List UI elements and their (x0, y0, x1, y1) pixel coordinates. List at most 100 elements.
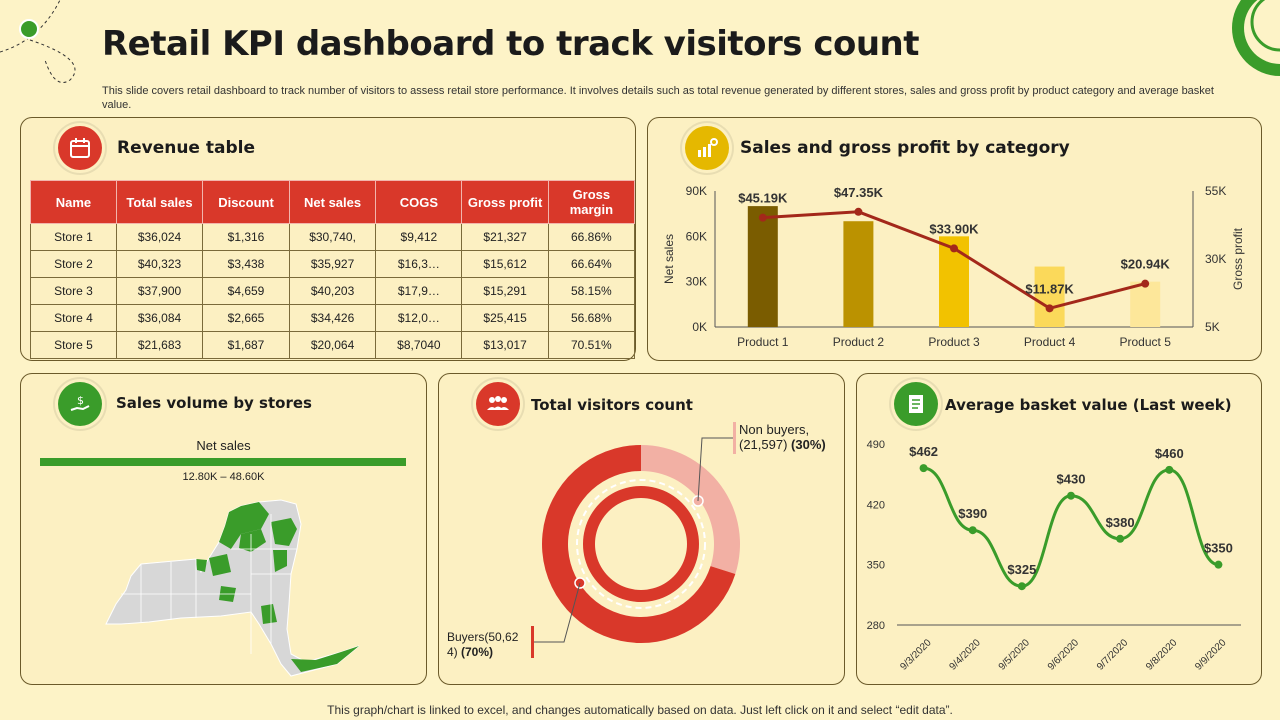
table-cell: $4,659 (202, 277, 290, 305)
basket-point (1165, 465, 1174, 474)
table-cell: $15,612 (461, 250, 549, 278)
table-header: Total sales (115, 180, 204, 224)
y-tick-label: 30K (686, 275, 707, 289)
table-cell: $35,927 (288, 250, 377, 278)
sales-volume-panel: $ Sales volume by stores Net sales 12.80… (20, 373, 427, 685)
basket-point (1017, 582, 1026, 591)
basket-point (1067, 491, 1075, 500)
buyers-tag (531, 626, 534, 658)
data-label: $47.35K (834, 185, 884, 200)
table-cell: Store 3 (30, 277, 117, 305)
table-cell: $36,084 (115, 304, 204, 332)
x-tick-label: Product 2 (833, 335, 885, 349)
visitors-title: Total visitors count (531, 396, 693, 414)
table-cell: $1,316 (202, 223, 290, 251)
data-label: $460 (1155, 446, 1184, 461)
table-cell: $21,327 (461, 223, 549, 251)
svg-text:$: $ (77, 394, 84, 407)
non-buyers-tag (733, 422, 736, 454)
table-header: Net sales (288, 180, 377, 224)
table-cell: Store 4 (30, 304, 117, 332)
table-header: Discount (202, 180, 290, 224)
table-cell: $12,0… (375, 304, 463, 332)
y-tick-label: 90K (686, 184, 707, 198)
map-legend-title: Net sales (196, 438, 251, 453)
visitors-panel: Total visitors count Non buyers, (21,597… (438, 373, 845, 685)
non-buyers-leader (697, 437, 733, 502)
x-tick-label: Product 1 (737, 335, 789, 349)
money-hand-icon: $ (58, 382, 102, 426)
x-tick-label: 9/6/2020 (1046, 637, 1082, 673)
x-tick-label: 9/9/2020 (1193, 637, 1229, 673)
buyers-leader (533, 582, 581, 643)
table-header: Gross profit (461, 180, 549, 224)
x-tick-label: 9/7/2020 (1095, 637, 1131, 673)
table-cell: $9,412 (375, 223, 463, 251)
data-label: $380 (1106, 515, 1135, 530)
y2-tick-label: 30K (1205, 252, 1226, 266)
basket-point (1214, 560, 1223, 569)
table-cell: 56.68% (547, 304, 636, 332)
data-label: $390 (958, 506, 987, 521)
buyers-text: Buyers(50,62 (447, 630, 519, 644)
basket-point (919, 464, 928, 473)
y-tick-label: 350 (867, 560, 885, 572)
table-row: Store 4 $36,084 $2,665 $34,426 $12,0… $25,415… (30, 304, 636, 332)
basket-line-chart: 280 350 420 490 $462 9/3/2020 $390 9/4/2020 $325… (867, 439, 1241, 673)
table-cell: $21,683 (115, 331, 204, 359)
table-header: Gross margin (547, 180, 636, 224)
table-row: Store 3 $37,900 $4,659 $40,203 $17,9… $15,291… (30, 277, 636, 305)
table-cell: 70.51% (547, 331, 636, 359)
table-cell: $30,740, (288, 223, 377, 251)
store-map (105, 499, 360, 677)
basket-point (1116, 534, 1125, 543)
data-label: $462 (909, 444, 938, 459)
non-buyers-text: Non buyers, (739, 422, 810, 437)
x-tick-label: Product 3 (928, 335, 980, 349)
y-tick-label: 420 (867, 499, 885, 511)
table-cell: $1,687 (202, 331, 290, 359)
map-legend-bar (40, 458, 406, 466)
table-row: Store 2 $40,323 $3,438 $35,927 $16,3… $15,612… (30, 250, 636, 278)
people-icon (476, 382, 520, 426)
gross-profit-point (1141, 279, 1150, 288)
page-subtitle: This slide covers retail dashboard to tr… (102, 85, 1214, 111)
donut-slice-non-buyers (641, 445, 740, 575)
bar (1034, 266, 1065, 327)
non-buyers-pct: (30%) (791, 437, 826, 452)
corner-decoration (0, 0, 76, 83)
table-cell: $40,323 (115, 250, 204, 278)
buyers-value: 4) (447, 645, 462, 659)
sales-profit-panel: Sales and gross profit by category 0K 30K… (647, 117, 1262, 361)
non-buyers-value: (21,597) (739, 437, 792, 452)
table-row: Store 5 $21,683 $1,687 $20,064 $8,7040 $13,01… (30, 331, 636, 359)
donut-inner-ring (576, 479, 706, 609)
table-cell: $36,024 (115, 223, 204, 251)
table-cell: $20,064 (288, 331, 377, 359)
non-buyers-label: Non buyers, (21,597) (30%) (739, 422, 826, 452)
basket-panel: Average basket value (Last week) 280 350 4… (856, 373, 1262, 685)
y2-axis-label: Gross profit (1231, 227, 1245, 290)
table-cell: Store 1 (30, 223, 117, 251)
table-cell: 66.64% (547, 250, 636, 278)
gross-profit-point (758, 213, 767, 222)
buyers-pct: (70%) (461, 645, 494, 659)
revenue-panel: Revenue table Name Total sales Discount Net… (20, 117, 636, 361)
table-cell: $2,665 (202, 304, 290, 332)
y2-tick-label: 5K (1205, 320, 1220, 334)
bar (747, 206, 778, 327)
visitors-donut-chart (531, 422, 740, 658)
gross-profit-point (950, 244, 958, 253)
x-tick-label: 9/3/2020 (898, 637, 934, 673)
map-legend-range: 12.80K – 48.60K (182, 471, 265, 483)
data-label: $350 (1204, 541, 1233, 556)
basket-point (968, 526, 977, 535)
table-cell: $16,3… (375, 250, 463, 278)
y-tick-label: 490 (867, 439, 885, 451)
revenue-table: Name Total sales Discount Net sales COGS Gros… (30, 180, 636, 359)
x-tick-label: 9/5/2020 (997, 637, 1033, 673)
data-label: $33.90K (929, 221, 979, 236)
table-cell: $34,426 (288, 304, 377, 332)
data-label: $45.19K (738, 191, 788, 206)
table-cell: 58.15% (547, 277, 636, 305)
